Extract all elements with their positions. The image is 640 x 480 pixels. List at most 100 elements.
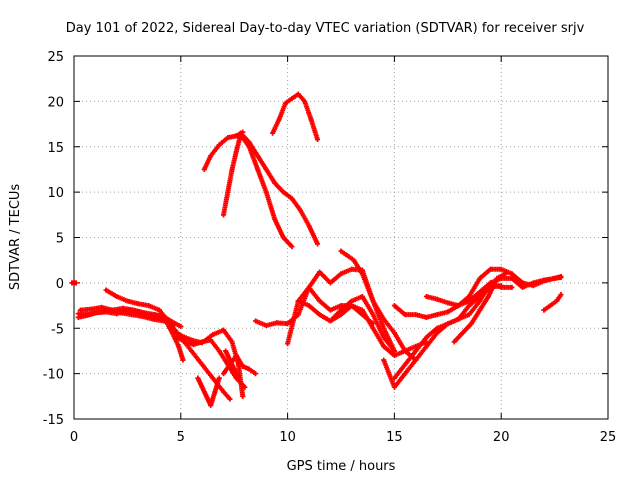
data-point	[520, 280, 526, 286]
data-point	[460, 330, 466, 336]
data-point	[338, 312, 344, 318]
data-point	[225, 189, 231, 195]
data-point	[242, 384, 248, 390]
data-point	[391, 352, 397, 358]
data-point	[297, 207, 303, 213]
data-point	[381, 357, 387, 363]
data-point	[370, 321, 376, 327]
data-point	[434, 325, 440, 331]
data-point	[547, 303, 553, 309]
data-point	[276, 117, 282, 123]
data-point	[99, 304, 105, 310]
data-point	[124, 298, 130, 304]
data-point	[221, 371, 227, 377]
data-point	[246, 139, 252, 145]
data-point	[402, 348, 408, 354]
data-point	[317, 269, 323, 275]
data-point	[199, 362, 205, 368]
data-point	[477, 307, 483, 313]
data-point	[289, 195, 295, 201]
data-point	[349, 303, 355, 309]
data-point	[455, 303, 461, 309]
axis-ticks	[73, 55, 609, 420]
data-point	[477, 289, 483, 295]
data-point	[327, 318, 333, 324]
data-point	[530, 283, 536, 289]
data-point	[541, 307, 547, 313]
data-point	[107, 307, 113, 313]
series-track-22	[391, 283, 504, 381]
data-point	[306, 223, 312, 229]
series-track-7	[174, 334, 248, 390]
data-point	[402, 362, 408, 368]
data-point	[229, 339, 235, 345]
data-point	[477, 275, 483, 281]
data-point	[359, 293, 365, 299]
data-point	[295, 298, 301, 304]
data-point	[498, 284, 504, 290]
data-point	[201, 166, 207, 172]
data-point	[315, 136, 321, 142]
data-point	[434, 312, 440, 318]
y-tick-label: -10	[43, 368, 64, 383]
data-point	[238, 130, 244, 136]
data-point	[227, 396, 233, 402]
data-point	[552, 275, 558, 281]
data-point	[558, 292, 564, 298]
data-point	[73, 280, 79, 286]
data-point	[558, 274, 564, 280]
data-point	[423, 293, 429, 299]
data-series	[69, 91, 564, 408]
data-point	[103, 287, 109, 293]
data-point	[199, 384, 205, 390]
data-point	[306, 303, 312, 309]
data-point	[178, 333, 184, 339]
data-point	[455, 316, 461, 322]
data-point	[229, 166, 235, 172]
data-point	[338, 271, 344, 277]
data-point	[240, 393, 246, 399]
data-point	[208, 153, 214, 159]
data-point	[359, 271, 365, 277]
data-point	[315, 241, 321, 247]
data-point	[203, 393, 209, 399]
data-point	[188, 348, 194, 354]
data-point	[402, 312, 408, 318]
data-point	[146, 303, 152, 309]
data-point	[216, 142, 222, 148]
data-point	[139, 313, 145, 319]
data-point	[359, 307, 365, 313]
data-point	[156, 307, 162, 313]
data-point	[263, 189, 269, 195]
data-point	[370, 298, 376, 304]
data-point	[118, 310, 124, 316]
data-point	[381, 325, 387, 331]
data-point	[317, 298, 323, 304]
data-point	[391, 384, 397, 390]
data-point	[216, 348, 222, 354]
data-point	[391, 330, 397, 336]
data-point	[306, 284, 312, 290]
data-point	[114, 293, 120, 299]
data-point	[167, 325, 173, 331]
data-point	[131, 307, 137, 313]
data-point	[152, 312, 158, 318]
data-point	[423, 334, 429, 340]
data-point	[327, 280, 333, 286]
y-tick-label: 5	[56, 232, 64, 247]
data-point	[178, 323, 184, 329]
data-point	[176, 343, 182, 349]
data-point	[253, 318, 259, 324]
data-point	[494, 275, 500, 281]
series-track-28	[541, 292, 564, 313]
data-point	[221, 212, 227, 218]
x-tick-label: 0	[70, 430, 78, 445]
data-point	[468, 321, 474, 327]
y-tick-label: -5	[51, 322, 64, 337]
data-point	[233, 133, 239, 139]
data-point	[338, 307, 344, 313]
x-tick-label: 15	[386, 430, 403, 445]
data-point	[541, 278, 547, 284]
x-axis-label: GPS time / hours	[287, 459, 396, 474]
